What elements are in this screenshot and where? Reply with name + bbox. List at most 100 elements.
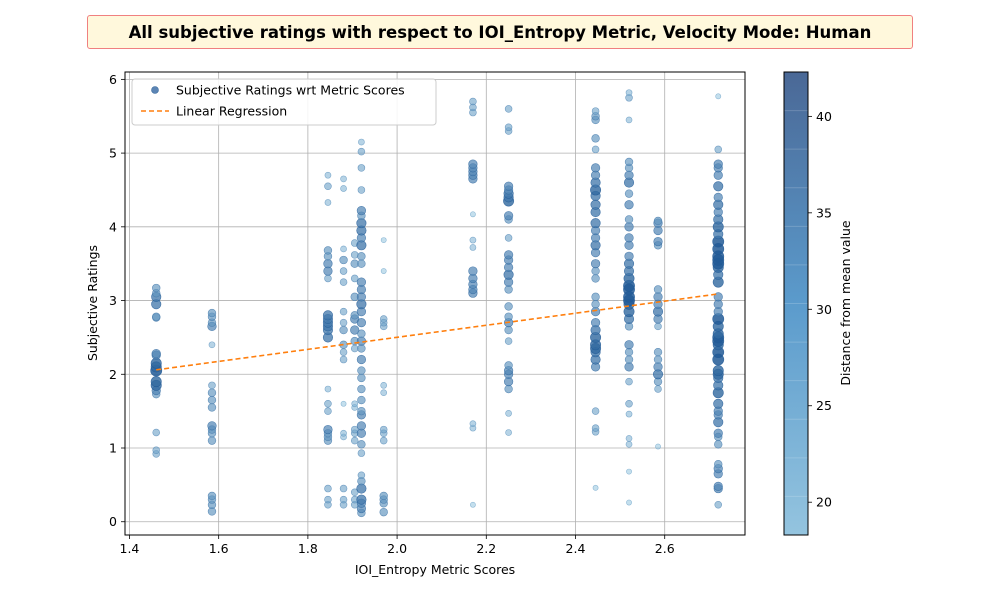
scatter-point (380, 382, 388, 389)
scatter-point (324, 400, 332, 408)
colorbar-fill (784, 72, 808, 535)
colorbar: 20 25 30 35 40 Distance from mean value (783, 71, 853, 536)
scatter-point (356, 277, 367, 287)
scatter-point (714, 440, 723, 449)
scatter-point (504, 312, 513, 321)
scatter-point (340, 185, 347, 192)
x-axis-label: IOI_Entropy Metric Scores (355, 562, 515, 577)
legend-entry-regression: Linear Regression (176, 104, 287, 119)
scatter-point (625, 377, 633, 386)
scatter-point (340, 175, 347, 183)
scatter-point (350, 311, 359, 320)
colorbar-tick-label: 20 (816, 495, 832, 510)
y-axis-label: Subjective Ratings (85, 245, 100, 361)
scatter-point (379, 425, 388, 434)
scatter-point (324, 407, 332, 415)
scatter-point (208, 341, 216, 349)
scatter-point (152, 312, 161, 321)
scatter-point (714, 145, 722, 154)
legend-frame (131, 78, 437, 126)
scatter-point (207, 395, 217, 405)
scatter-point (356, 318, 367, 328)
scatter-point (625, 440, 633, 448)
scatter-point (624, 170, 634, 180)
scatter-point (357, 384, 366, 394)
regression-layer (156, 293, 719, 371)
scatter-point (379, 315, 388, 323)
scatter-point (504, 384, 513, 394)
scatter-point (339, 495, 348, 504)
scatter-point (653, 347, 663, 357)
legend-marker-scatter (151, 86, 159, 94)
scatter-point (591, 292, 600, 302)
y-tick-label: 3 (109, 293, 117, 308)
y-tick-label: 4 (109, 219, 117, 234)
scatter-point (654, 322, 662, 331)
scatter-point (503, 250, 514, 260)
legend: Subjective Ratings wrt Metric Scores Lin… (131, 78, 437, 126)
scatter-point (591, 274, 600, 283)
scatter-point (151, 349, 161, 359)
scatter-point (469, 236, 477, 244)
legend-entry-scatter: Subjective Ratings wrt Metric Scores (176, 83, 405, 98)
scatter-point (356, 354, 367, 365)
scatter-point (468, 266, 478, 276)
scatter-point (591, 407, 600, 415)
scatter-point (624, 200, 634, 210)
scatter-point (626, 499, 632, 506)
scatter-point (624, 189, 634, 198)
scatter-point (339, 255, 348, 265)
scatter-point (590, 218, 601, 229)
scatter-point (624, 233, 634, 243)
scatter-point (505, 410, 512, 417)
scatter-point (152, 428, 160, 437)
scatter-point (469, 97, 477, 106)
scatter-point (653, 285, 663, 294)
y-tick-label: 0 (109, 514, 117, 529)
scatter-point (468, 159, 478, 169)
scatter-point (340, 429, 347, 437)
scatter-point (653, 292, 663, 302)
scatter-point (653, 236, 663, 247)
scatter-point (624, 347, 634, 357)
scatter-point (713, 159, 723, 169)
scatter-point (624, 157, 634, 167)
x-tick-label: 1.6 (209, 541, 229, 556)
x-tick-label: 2.4 (566, 541, 586, 556)
colorbar-ticks: 20 25 30 35 40 (808, 109, 832, 510)
scatter-point (504, 285, 513, 294)
scatter-point (380, 389, 388, 397)
scatter-point (625, 410, 633, 418)
scatter-point (207, 421, 217, 431)
scatter-point (357, 147, 366, 156)
x-tick-label: 1.4 (120, 541, 140, 556)
scatter-point (351, 400, 359, 408)
scatter-point (653, 216, 663, 226)
scatter-point (591, 424, 600, 432)
scatter-point (504, 123, 513, 132)
scatter-point (208, 381, 216, 390)
scatter-point (713, 181, 724, 192)
scatter-point (713, 398, 724, 409)
colorbar-tick-label: 40 (816, 109, 832, 124)
scatter-point (207, 436, 217, 445)
scatter-point (379, 507, 388, 517)
y-tick-label: 5 (109, 146, 117, 161)
scatter-point (380, 268, 387, 274)
regression-line (156, 293, 719, 371)
scatter-point (715, 93, 722, 100)
scatter-point (340, 245, 347, 253)
scatter-point (324, 484, 332, 493)
scatter-point (207, 308, 217, 318)
scatter-point (356, 205, 367, 216)
scatter-point (324, 182, 332, 191)
scatter-point (324, 171, 332, 179)
y-tick-label: 6 (109, 72, 117, 87)
x-tick-label: 2.2 (476, 541, 496, 556)
chart-title: All subjective ratings with respect to I… (87, 15, 913, 49)
scatter-point (324, 274, 332, 283)
scatter-point (357, 344, 366, 353)
scatter-point (339, 355, 348, 364)
colorbar-frame (783, 71, 809, 536)
scatter-point (339, 348, 348, 356)
